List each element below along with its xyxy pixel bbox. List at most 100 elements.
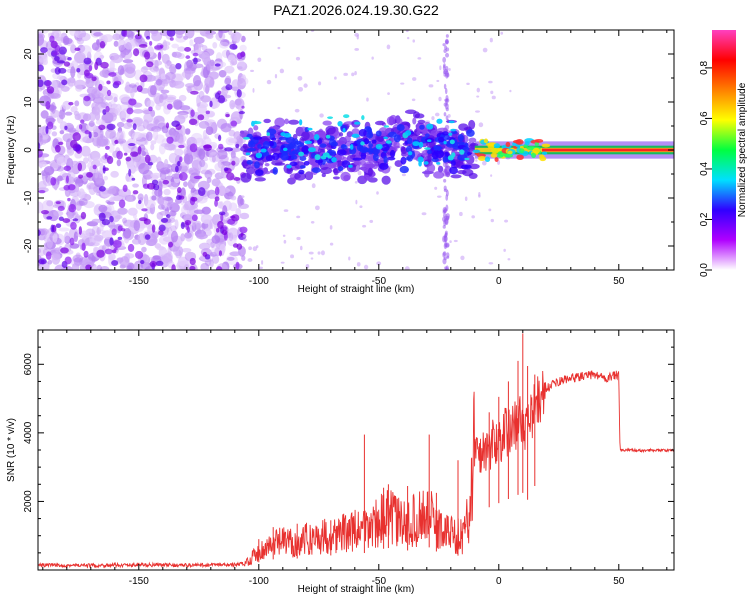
spectrogram-cell (298, 119, 303, 126)
spectrogram-cell (80, 211, 87, 220)
spectrogram-cell (60, 85, 70, 92)
spectrogram-cell (156, 211, 163, 220)
spectrogram-cell (262, 141, 271, 149)
spectrogram-cell (253, 136, 263, 140)
spectrogram-cell (221, 229, 228, 236)
spectrogram-cell (109, 59, 115, 72)
spectrogram-cell (468, 137, 477, 143)
spectrogram-cell (166, 201, 179, 207)
spectrogram-cell (313, 134, 320, 141)
spectrogram-cell (63, 184, 71, 191)
spectrogram-cell (239, 198, 245, 206)
spectrogram-cell (124, 66, 136, 79)
spectrogram-cell (447, 155, 454, 161)
spectrogram-cell (141, 246, 147, 253)
spectrogram-cell (183, 203, 189, 211)
spectrogram-cell (225, 185, 236, 197)
spectrogram-cell (131, 238, 142, 245)
spectrogram-cell (294, 172, 306, 181)
spectrogram-cell (376, 191, 379, 195)
spectrogram-cell (197, 104, 207, 114)
spectrogram-cell (401, 173, 406, 177)
spectrogram-cell (78, 226, 82, 235)
spectrogram-cell (133, 48, 140, 57)
spectrogram-cell (366, 97, 369, 102)
spectrogram-cell (208, 151, 219, 163)
spectrogram-cell (135, 201, 145, 210)
spectrogram-cell (308, 251, 314, 255)
spectrogram-cell (383, 125, 389, 128)
spectrogram-cell (201, 51, 211, 64)
spectrogram-cell (156, 245, 165, 251)
spectrogram-cell (38, 201, 44, 214)
spectrogram-cell (56, 60, 65, 64)
spectrogram-cell (426, 163, 436, 173)
spectrogram-cell (254, 177, 266, 182)
spectrogram-cell (105, 128, 117, 139)
spectrogram-cell (40, 110, 49, 119)
spectrogram-cell (160, 218, 169, 223)
spectrogram-cell (196, 233, 208, 240)
spectrogram-cell (74, 100, 80, 107)
spectrogram-cell (50, 177, 57, 186)
spectrogram-cell (117, 207, 128, 215)
spectrogram-cell (106, 155, 114, 165)
spectrogram-cell (111, 228, 117, 236)
spectrogram-cell (144, 199, 156, 208)
snr-frame (37, 329, 675, 571)
spectrogram-cell (91, 234, 103, 245)
spectrogram-cell (416, 130, 421, 136)
spectrogram-cell (280, 261, 285, 264)
spectrogram-cell (468, 172, 478, 180)
spectrogram-cell (177, 187, 182, 194)
spectrogram-cell (45, 80, 51, 89)
spectrogram-cell (144, 234, 151, 240)
spectrogram-cell (233, 176, 241, 181)
spectrogram-cell (478, 122, 484, 128)
spectrogram-cell (141, 208, 148, 212)
spectrogram-cell (298, 86, 304, 92)
spectrogram-cell (47, 259, 53, 265)
spectrogram-cell (165, 129, 177, 139)
spectrogram-cell (448, 120, 455, 124)
spectrogram-cell (58, 141, 64, 146)
spectrogram-cell (41, 209, 49, 215)
spectrogram-cell (264, 163, 270, 167)
spectrogram-cell (154, 45, 163, 50)
spectrogram-cell (175, 165, 179, 173)
spectrogram-cell (286, 164, 292, 169)
spectrogram-cell (250, 69, 254, 73)
spectrogram-cell (49, 35, 55, 43)
spectrogram-cell (53, 30, 62, 42)
spectrogram-cell (300, 245, 303, 251)
x-tick-label: 0 (496, 576, 502, 587)
spectrogram-cell (117, 39, 126, 51)
spectrogram-cell (157, 204, 165, 210)
spectrogram-cell (64, 111, 73, 116)
spectrogram-cell (165, 251, 173, 263)
spectrogram-cell (123, 152, 128, 156)
spectrogram-cell (95, 119, 106, 126)
spectrogram-cell (179, 138, 184, 145)
spectrogram-cell (449, 240, 452, 244)
spectrogram-cell (219, 172, 227, 177)
spectrogram-cell (89, 111, 96, 122)
spectrogram-cell (96, 138, 108, 147)
spectrogram-cell (387, 156, 396, 161)
spectrogram-cell (235, 261, 240, 270)
spectrogram-cell (284, 118, 289, 125)
spectrogram-cell (172, 99, 183, 110)
spectrogram-cell (218, 143, 224, 150)
spectrogram-cell (118, 199, 126, 208)
spectrogram-cell (100, 101, 109, 108)
spectrogram-cell (449, 166, 458, 175)
spectrogram-cell (464, 164, 472, 170)
spectrogram-cell (55, 223, 62, 229)
spectrogram-cell (114, 215, 123, 220)
spectrogram-cell (91, 218, 102, 224)
spectrogram-cell (433, 171, 445, 179)
spectrogram-cell (101, 230, 114, 239)
spectrogram-cell (443, 188, 448, 193)
spectrogram-cell (295, 56, 301, 61)
spectrogram-cell (80, 45, 92, 56)
